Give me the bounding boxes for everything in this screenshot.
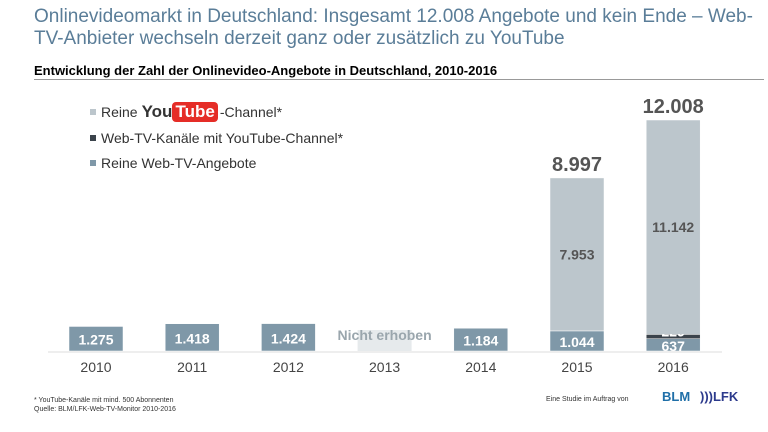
lfk-logo: )))LFK [700,389,739,404]
x-tick-label: 2012 [273,359,304,375]
x-tick-label: 2010 [80,359,111,375]
data-label: 1.275 [78,332,113,348]
x-tick-label: 2011 [177,359,207,375]
page-title: Onlinevideomarkt in Deutschland: Insgesa… [34,6,753,49]
total-label: 8.997 [552,154,602,176]
bar-segment [164,323,220,352]
divider [34,79,764,80]
blm-logo: BLM [662,389,691,404]
data-label: 1.044 [559,334,594,350]
bar-segment [549,177,605,332]
data-label: 1.418 [175,330,210,346]
data-label: 1.424 [271,330,306,346]
x-tick-label: 2016 [658,359,689,375]
bar-segment [453,327,509,352]
study-note: Eine Studie im Auftrag von [546,396,629,403]
legend-mixed: Web-TV-Kanäle mit YouTube-Channel* [90,130,343,146]
data-label: 1.184 [463,333,498,349]
bar-not-collected [357,330,412,351]
data-label: 11.142 [652,219,694,235]
youtube-logo: You Tube [142,102,218,122]
total-label: 12.008 [643,96,704,118]
legend-youtube: Reine You Tube -Channel* [90,102,282,122]
data-label: 637 [662,338,686,354]
legend-label: Web-TV-Kanäle mit YouTube-Channel* [101,130,344,146]
bar-segment [261,323,316,352]
x-tick-label: 2015 [561,359,592,375]
x-tick-label: 2014 [465,359,496,375]
yt-you: You [141,102,173,121]
footnote-text: * YouTube-Kanäle mit mind. 500 Abonnente… [34,397,174,404]
source-text: Quelle: BLM/LFK-Web-TV-Monitor 2010-2016 [34,406,176,413]
legend-label: Reine [101,104,138,120]
legend-webtv: Reine Web-TV-Angebote [90,155,256,171]
legend-label: Reine Web-TV-Angebote [101,155,257,171]
chart-title: Entwicklung der Zahl der Onlinevideo-Ang… [34,63,498,78]
not-collected-label: Nicht erhoben [338,327,432,343]
bar-segment [645,119,701,335]
bar-segment [68,326,124,352]
yt-tube: Tube [172,102,218,122]
x-tick-label: 2013 [369,359,400,375]
legend-label: -Channel* [219,104,283,120]
footnote: * YouTube-Kanäle mit mind. 500 Abonnente… [34,396,176,414]
data-label: 7.953 [559,246,594,262]
